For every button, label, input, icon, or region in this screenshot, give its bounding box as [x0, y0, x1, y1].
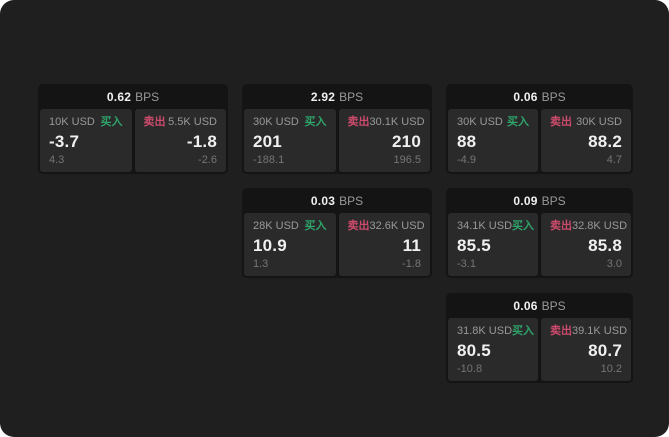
buy-side-label: 买入 [100, 116, 123, 128]
buy-sub-value: -4.9 [457, 154, 476, 166]
sell-size: 32.6K USD [369, 220, 425, 232]
buy-size: 31.8K USD [457, 325, 513, 337]
sell-sub-value: -2.6 [198, 154, 217, 166]
card-header: 0.09 BPS [448, 188, 631, 213]
sell-side-label: 卖出 [143, 116, 166, 128]
buy-price: 85.5 [457, 236, 491, 255]
sell-panel[interactable]: 卖出 30K USD 88.2 4.7 [541, 109, 631, 172]
buy-size: 30K USD [253, 116, 299, 128]
quote-card: 0.03 BPS 28K USD 买入 10.9 1.3 卖出 32.6K US… [242, 188, 432, 278]
buy-side-label: 买入 [512, 220, 535, 232]
bps-unit-label: BPS [541, 193, 566, 208]
buy-size: 34.1K USD [457, 220, 513, 232]
sell-size: 30K USD [576, 116, 622, 128]
quote-card: 0.06 BPS 31.8K USD 买入 80.5 -10.8 卖出 39.1… [446, 293, 633, 383]
buy-sub-value: 4.3 [49, 154, 65, 166]
sell-side-label: 卖出 [347, 220, 370, 232]
bps-unit-label: BPS [339, 89, 364, 104]
sell-price: -1.8 [186, 132, 217, 151]
buy-sub-value: -3.1 [457, 258, 476, 270]
bps-unit-label: BPS [135, 89, 160, 104]
buy-size: 28K USD [253, 220, 299, 232]
bps-unit-label: BPS [339, 193, 364, 208]
bps-unit-label: BPS [541, 298, 566, 313]
sell-sub-value: 4.7 [606, 154, 622, 166]
sell-size: 39.1K USD [572, 325, 628, 337]
buy-sub-value: -10.8 [457, 363, 483, 375]
quote-card: 2.92 BPS 30K USD 买入 201 -188.1 卖出 30.1K … [242, 84, 432, 174]
bps-unit-label: BPS [541, 89, 566, 104]
buy-side-label: 买入 [507, 116, 529, 128]
buy-panel[interactable]: 28K USD 买入 10.9 1.3 [244, 213, 336, 276]
spread-value: 0.09 [513, 193, 538, 208]
buy-side-label: 买入 [304, 220, 327, 232]
buy-price: 201 [253, 132, 282, 151]
sell-price: 11 [402, 236, 421, 255]
buy-side-label: 买入 [512, 325, 535, 337]
buy-size: 30K USD [457, 116, 503, 128]
sell-price: 85.8 [588, 236, 622, 255]
card-header: 0.62 BPS [40, 84, 226, 109]
sell-sub-value: 196.5 [393, 154, 421, 166]
buy-side-label: 买入 [304, 116, 327, 128]
sell-size: 5.5K USD [168, 116, 217, 128]
spread-value: 2.92 [310, 89, 336, 104]
spread-value: 0.06 [513, 298, 538, 313]
buy-sub-value: -188.1 [253, 154, 285, 166]
quote-card: 0.62 BPS 10K USD 买入 -3.7 4.3 卖出 5.5K USD… [38, 84, 228, 174]
buy-panel[interactable]: 10K USD 买入 -3.7 4.3 [40, 109, 132, 172]
sell-panel[interactable]: 卖出 32.6K USD 11 -1.8 [338, 213, 430, 276]
spread-value: 0.03 [310, 193, 336, 208]
buy-panel[interactable]: 34.1K USD 买入 85.5 -3.1 [448, 213, 538, 276]
buy-price: 10.9 [253, 236, 287, 255]
sell-panel[interactable]: 卖出 30.1K USD 210 196.5 [338, 109, 430, 172]
buy-sub-value: 1.3 [253, 258, 269, 270]
sell-panel[interactable]: 卖出 39.1K USD 80.7 10.2 [541, 318, 631, 381]
card-header: 0.03 BPS [244, 188, 430, 213]
sell-price: 80.7 [588, 341, 622, 360]
buy-size: 10K USD [49, 116, 95, 128]
card-header: 2.92 BPS [244, 84, 430, 109]
sell-size: 30.1K USD [369, 116, 425, 128]
quote-card: 0.06 BPS 30K USD 买入 88 -4.9 卖出 30K USD 8… [446, 84, 633, 174]
spread-value: 0.62 [106, 89, 132, 104]
sell-side-label: 卖出 [550, 116, 572, 128]
sell-sub-value: 3.0 [606, 258, 622, 270]
sell-price: 210 [392, 132, 421, 151]
card-header: 0.06 BPS [448, 293, 631, 318]
card-header: 0.06 BPS [448, 84, 631, 109]
sell-size: 32.8K USD [572, 220, 628, 232]
buy-price: 80.5 [457, 341, 491, 360]
buy-panel[interactable]: 30K USD 买入 88 -4.9 [448, 109, 538, 172]
buy-price: 88 [457, 132, 477, 151]
sell-sub-value: -1.8 [402, 258, 421, 270]
sell-side-label: 卖出 [347, 116, 370, 128]
quote-card: 0.09 BPS 34.1K USD 买入 85.5 -3.1 卖出 32.8K… [446, 188, 633, 278]
sell-side-label: 卖出 [550, 220, 572, 232]
sell-price: 88.2 [588, 132, 622, 151]
sell-panel[interactable]: 卖出 5.5K USD -1.8 -2.6 [134, 109, 226, 172]
buy-price: -3.7 [49, 132, 80, 151]
sell-sub-value: 10.2 [600, 363, 622, 375]
buy-panel[interactable]: 30K USD 买入 201 -188.1 [244, 109, 336, 172]
sell-side-label: 卖出 [550, 325, 572, 337]
sell-panel[interactable]: 卖出 32.8K USD 85.8 3.0 [541, 213, 631, 276]
spread-value: 0.06 [513, 89, 538, 104]
buy-panel[interactable]: 31.8K USD 买入 80.5 -10.8 [448, 318, 538, 381]
